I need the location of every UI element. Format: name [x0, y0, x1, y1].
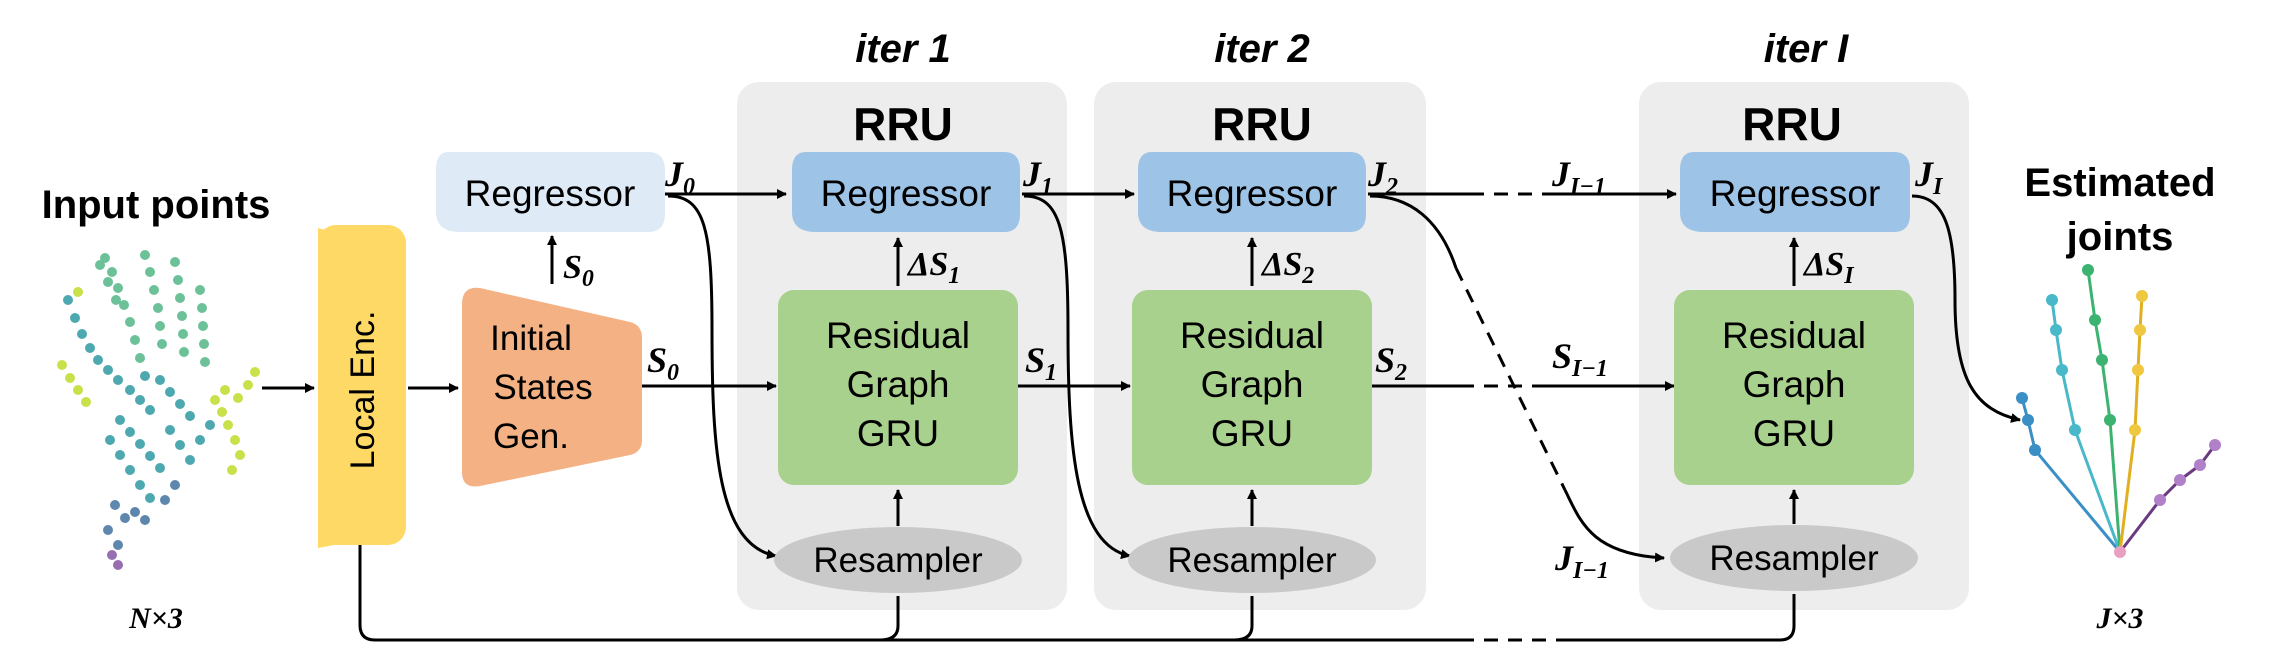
gru-1-line1: Residual: [826, 315, 970, 356]
resampler-1: [774, 527, 1022, 593]
gru-2: [1132, 290, 1372, 485]
s-i-minus-1-label: SI−1: [1552, 336, 1608, 382]
regressor-0: [436, 152, 665, 232]
regressor-I-label: Regressor: [1710, 173, 1881, 214]
iter1-label: iter 1: [855, 27, 951, 71]
regressor-2: [1138, 152, 1366, 232]
output-title-line1: Estimated: [2024, 161, 2215, 205]
rru-label-1: RRU: [853, 98, 953, 150]
regressor-1: [792, 152, 1020, 232]
iter2-label: iter 2: [1214, 27, 1310, 71]
j-i-minus-1-bottom-label: JI−1: [1554, 538, 1609, 584]
s1-label: S1: [1025, 340, 1057, 386]
ds2-label: ΔS2: [1260, 246, 1314, 289]
input-dim-label: N×3: [128, 602, 183, 635]
gru-I-line3: GRU: [1753, 413, 1835, 454]
regressor-0-label: Regressor: [465, 173, 636, 214]
regressor-I: [1680, 152, 1910, 232]
feature-bus-to-resI: [1560, 594, 1796, 642]
resampler-I: [1670, 525, 1918, 591]
feature-bus-to-res1: [879, 596, 900, 642]
arrow-jI-1-to-resamplerI: [1563, 489, 1665, 563]
iterI-label: iter I: [1764, 27, 1849, 71]
rru-label-2: RRU: [1212, 98, 1312, 150]
curve-j2-down: [1369, 194, 1458, 269]
output-title-line2: joints: [2066, 215, 2174, 259]
dsI-label: ΔSI: [1802, 246, 1855, 289]
initial-states-line3: Gen.: [493, 417, 569, 456]
gru-I-line1: Residual: [1722, 315, 1866, 356]
resampler-1-label: Resampler: [813, 541, 983, 580]
gru-1-line3: GRU: [857, 413, 939, 454]
resampler-2-label: Resampler: [1167, 541, 1337, 580]
output-joints: [2016, 264, 2221, 558]
jI-label: JI: [1914, 154, 1944, 200]
gru-1-line2: Graph: [847, 364, 950, 405]
s0-right-label: S0: [647, 340, 679, 386]
input-points-title: Input points: [42, 183, 271, 227]
curve-j2-dashed: [1454, 267, 1567, 491]
arrow-j0-to-resampler1: [667, 194, 777, 560]
feature-bus-line: [358, 545, 1460, 642]
local-enc-body: [318, 225, 406, 545]
resampler-I-label: Resampler: [1709, 539, 1879, 578]
gru-1: [778, 290, 1018, 485]
regressor-1-label: Regressor: [821, 173, 992, 214]
input-point-cloud: [57, 250, 260, 570]
feature-bus-to-res2: [1233, 596, 1254, 642]
output-skeleton: [2020, 269, 2217, 553]
initial-states-line2: States: [493, 368, 592, 407]
initial-states-block: [462, 287, 642, 487]
arrow-jI-to-output: [1911, 194, 2021, 423]
gru-2-line1: Residual: [1180, 315, 1324, 356]
output-dim-label: J×3: [2095, 602, 2143, 635]
s2-label: S2: [1375, 340, 1407, 386]
ds1-label: ΔS1: [906, 246, 960, 289]
gru-2-line3: GRU: [1211, 413, 1293, 454]
j-i-minus-1-label: JI−1: [1551, 154, 1606, 200]
gru-2-line2: Graph: [1201, 364, 1304, 405]
local-enc-label: Local Enc.: [344, 311, 382, 470]
gru-I: [1674, 290, 1914, 485]
s0-up-label: S0: [563, 249, 594, 292]
arrow-j1-to-resampler2: [1023, 194, 1131, 560]
resampler-2: [1128, 527, 1376, 593]
rru-label-I: RRU: [1742, 98, 1842, 150]
gru-I-line2: Graph: [1743, 364, 1846, 405]
initial-states-line1: Initial: [490, 319, 572, 358]
regressor-2-label: Regressor: [1167, 173, 1338, 214]
